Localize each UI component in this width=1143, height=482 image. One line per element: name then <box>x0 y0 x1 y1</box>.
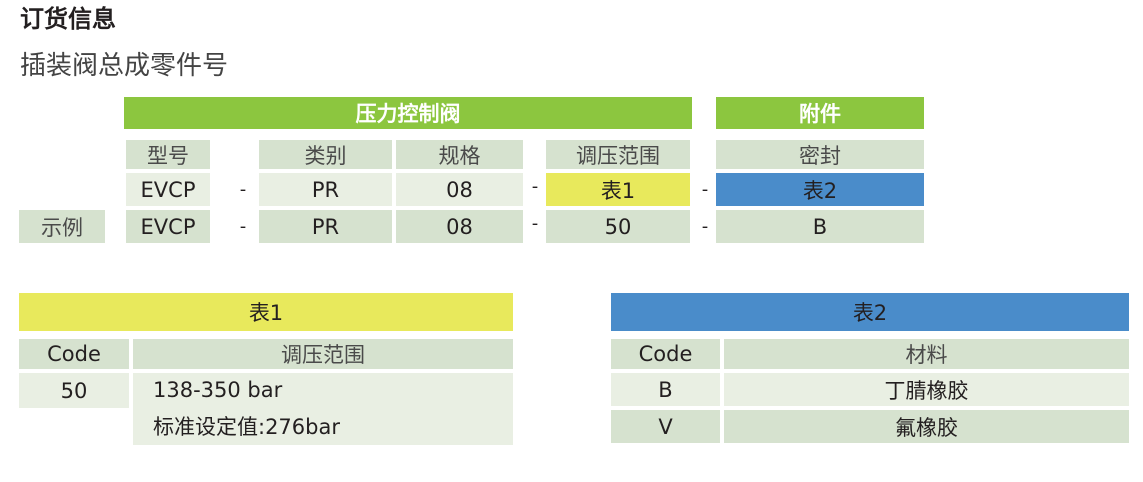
standard-setting-value: 标准设定值:276bar <box>153 414 340 439</box>
example-model: EVCP <box>126 210 210 243</box>
table2-header-material: 材料 <box>724 339 1129 369</box>
example-type: PR <box>259 210 392 243</box>
page-title: 订货信息 <box>20 4 116 33</box>
separator: - <box>239 179 247 200</box>
pattern-seal: 表2 <box>716 173 924 206</box>
header-model: 型号 <box>126 140 210 169</box>
header-type: 类别 <box>259 140 392 169</box>
header-size: 规格 <box>396 140 523 169</box>
table2-row-material: 氟橡胶 <box>724 410 1129 443</box>
table2-row-code: V <box>611 410 720 443</box>
separator: - <box>239 216 247 237</box>
example-size: 08 <box>396 210 523 243</box>
separator: - <box>531 213 539 234</box>
pattern-type: PR <box>259 173 392 206</box>
table2-row-material: 丁腈橡胶 <box>724 373 1129 406</box>
table2-title: 表2 <box>611 293 1129 331</box>
table1-header-code: Code <box>19 339 129 369</box>
header-seal: 密封 <box>716 140 924 169</box>
pattern-pressure-range: 表1 <box>546 173 690 206</box>
page-subtitle: 插装阀总成零件号 <box>20 50 229 81</box>
separator: - <box>531 176 539 197</box>
pattern-size: 08 <box>396 173 523 206</box>
separator: - <box>701 216 709 237</box>
separator: - <box>701 179 709 200</box>
example-seal: B <box>716 210 924 243</box>
example-label: 示例 <box>19 210 105 243</box>
header-pressure-range: 调压范围 <box>546 140 690 169</box>
table1-header-range: 调压范围 <box>133 339 513 369</box>
table2-header-code: Code <box>611 339 720 369</box>
pattern-model: EVCP <box>126 173 210 206</box>
pressure-range-value: 138-350 bar <box>153 377 283 402</box>
table1-row-code: 50 <box>19 373 129 408</box>
group-pressure-control-valve: 压力控制阀 <box>124 97 692 129</box>
example-pressure-range: 50 <box>546 210 690 243</box>
table2-row-code: B <box>611 373 720 406</box>
table1-title: 表1 <box>19 293 513 331</box>
group-accessory: 附件 <box>716 97 924 129</box>
table1-row-range: 138-350 bar 标准设定值:276bar <box>133 373 513 445</box>
